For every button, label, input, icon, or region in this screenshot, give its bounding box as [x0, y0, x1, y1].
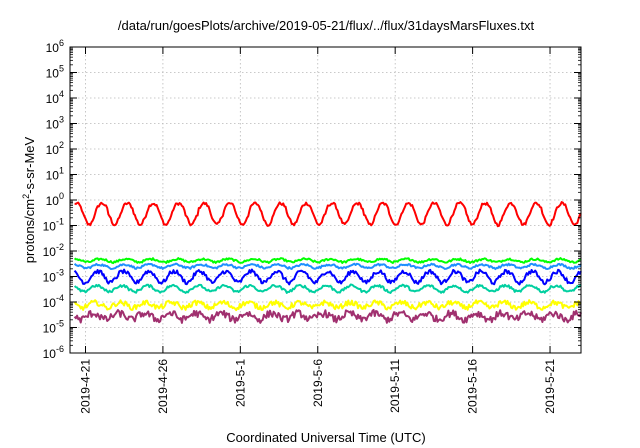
x-tick-label: 2019-5-21	[543, 359, 557, 414]
y-tick-label: 102	[46, 140, 64, 157]
data-series	[73, 201, 582, 324]
y-tick-label: 10-2	[43, 242, 64, 259]
y-tick-label: 100	[46, 191, 64, 208]
series-line-1	[73, 257, 582, 265]
x-tick-label: 2019-5-6	[311, 359, 325, 407]
y-tick-label: 10-5	[43, 319, 64, 336]
x-tick-label: 2019-4-21	[78, 359, 92, 414]
grid	[70, 47, 581, 353]
series-line-4	[73, 283, 582, 294]
chart-title: /data/run/goesPlots/archive/2019-05-21/f…	[118, 18, 535, 33]
y-tick-label: 10-3	[43, 268, 64, 285]
series-line-5	[73, 299, 582, 312]
y-tick-label: 10-6	[43, 344, 64, 361]
y-tick-label: 101	[46, 166, 64, 183]
series-line-3	[73, 268, 582, 286]
x-tick-label: 2019-4-26	[156, 359, 170, 414]
series-line-2	[73, 262, 582, 271]
y-tick-label: 104	[46, 89, 64, 106]
series-line-0	[74, 201, 582, 228]
x-tick-label: 2019-5-1	[233, 359, 247, 407]
y-tick-label: 10-1	[43, 217, 64, 234]
y-axis: 10-6 10-5 10-4 10-3 10-2 10-1 100 101 102 103 104 1…	[43, 38, 581, 361]
series-line-6	[73, 308, 582, 324]
x-tick-label: 2019-5-11	[388, 359, 402, 413]
y-tick-label: 103	[46, 115, 64, 132]
y-tick-label: 105	[46, 64, 64, 81]
x-axis: 2019-4-21 2019-4-26 2019-5-1 2019-5-6 2019-5…	[78, 47, 557, 414]
x-axis-label: Coordinated Universal Time (UTC)	[226, 430, 425, 445]
y-axis-label: protons/cm2-s-sr-MeV	[21, 136, 37, 263]
x-tick-label: 2019-5-16	[466, 359, 480, 414]
y-tick-label: 106	[46, 38, 64, 55]
y-tick-label: 10-4	[43, 293, 64, 310]
